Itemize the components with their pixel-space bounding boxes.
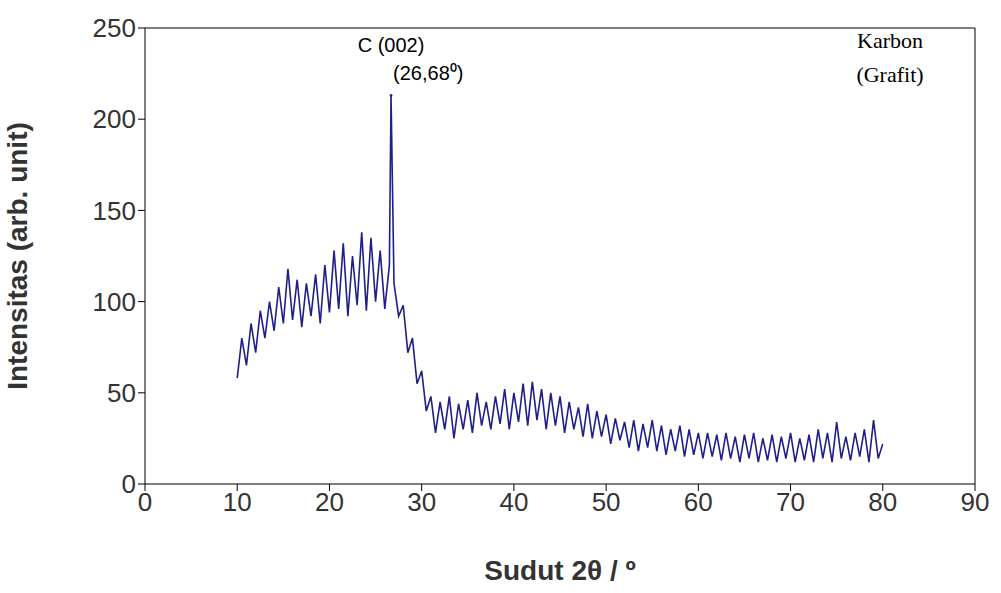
svg-text:250: 250 (93, 13, 136, 43)
svg-text:(26,68⁰): (26,68⁰) (393, 62, 463, 84)
svg-text:Intensitas (arb. unit): Intensitas (arb. unit) (2, 122, 33, 390)
svg-text:Sudut 2θ / º: Sudut 2θ / º (484, 555, 635, 586)
svg-text:90: 90 (961, 487, 990, 517)
svg-text:50: 50 (107, 378, 136, 408)
svg-text:0: 0 (138, 487, 152, 517)
html-text:(Grafit): (Grafit) (856, 62, 924, 87)
svg-text:0: 0 (122, 469, 136, 499)
svg-text:50: 50 (592, 487, 621, 517)
svg-text:150: 150 (93, 196, 136, 226)
svg-text:70: 70 (776, 487, 805, 517)
svg-text:C (002): C (002) (358, 34, 425, 56)
html-text:Karbon: Karbon (857, 28, 923, 53)
svg-text:200: 200 (93, 104, 136, 134)
svg-text:100: 100 (93, 287, 136, 317)
svg-text:40: 40 (499, 487, 528, 517)
svg-text:30: 30 (407, 487, 436, 517)
svg-text:10: 10 (223, 487, 252, 517)
svg-text:60: 60 (684, 487, 713, 517)
svg-text:80: 80 (868, 487, 897, 517)
svg-text:20: 20 (315, 487, 344, 517)
